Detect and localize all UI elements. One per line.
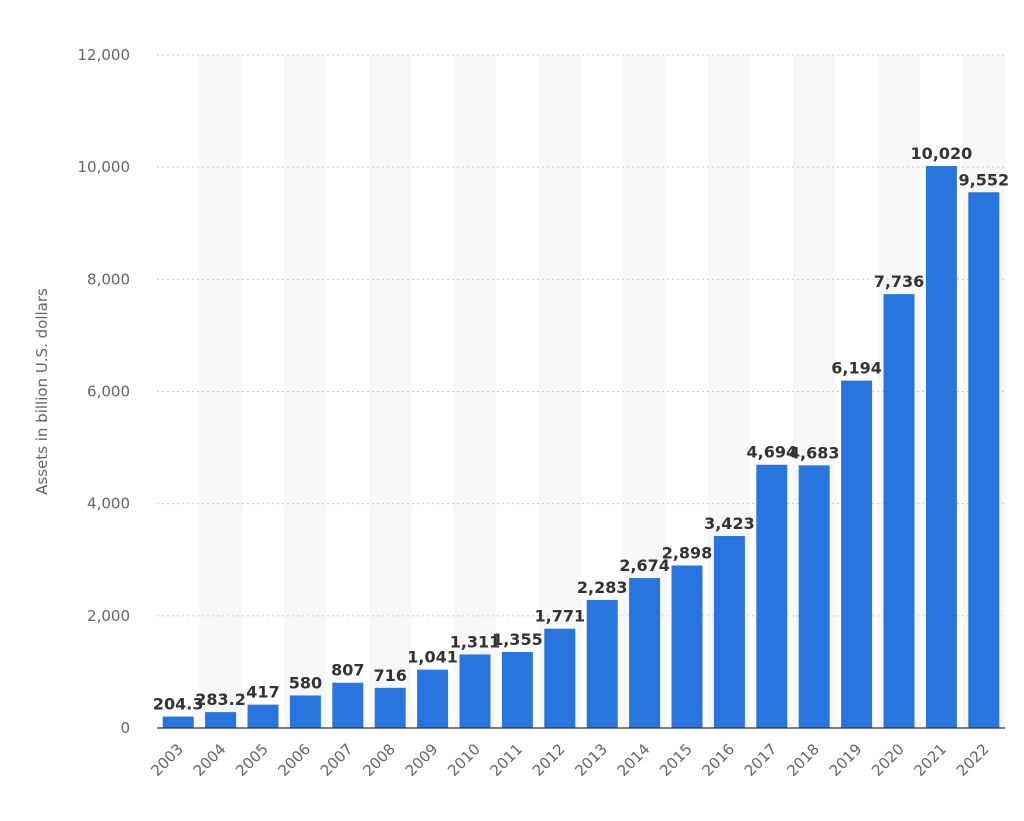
data-label: 1,771	[534, 607, 585, 626]
data-label: 9,552	[958, 170, 1009, 189]
bar-2003	[162, 716, 194, 728]
data-label: 2,283	[577, 578, 628, 597]
x-tick-label: 2010	[444, 740, 484, 780]
bar-2008	[374, 687, 406, 728]
data-label: 1,355	[492, 630, 543, 649]
bar-2005	[247, 704, 279, 728]
bar-2006	[289, 695, 321, 728]
bar-2011	[501, 652, 533, 728]
x-tick-label: 2012	[529, 740, 569, 780]
data-label: 417	[246, 683, 279, 702]
x-axis-tick-labels: 2003 2004 2005 2006 2007 2008 2009 2010 2011 2012…	[147, 740, 992, 780]
x-tick-label: 2019	[826, 740, 866, 780]
bar-2013	[586, 599, 618, 728]
x-tick-label: 2022	[953, 740, 993, 780]
data-label: 10,020	[911, 144, 973, 163]
x-tick-label: 2011	[486, 740, 526, 780]
y-tick-label: 0	[120, 719, 130, 737]
bar-2009	[417, 669, 449, 728]
data-label: 6,194	[831, 359, 882, 378]
y-tick-label: 12,000	[78, 46, 131, 64]
column-band	[284, 55, 327, 728]
data-label: 1,311	[450, 632, 501, 651]
bar-2018	[798, 465, 830, 728]
data-label: 2,674	[619, 556, 670, 575]
bar-2007	[332, 682, 364, 728]
x-tick-label: 2018	[783, 740, 823, 780]
x-tick-label: 2015	[656, 740, 696, 780]
x-tick-label: 2008	[359, 740, 399, 780]
x-tick-label: 2021	[910, 740, 950, 780]
bar-2016	[713, 536, 745, 728]
data-label: 3,423	[704, 514, 755, 533]
y-tick-label: 2,000	[87, 607, 130, 625]
y-tick-label: 10,000	[78, 158, 131, 176]
bar-2015	[671, 565, 703, 728]
bar-2021	[925, 166, 957, 729]
bar-2022	[968, 192, 1000, 729]
data-label: 204.3	[153, 695, 204, 714]
bar-2020	[883, 294, 915, 728]
data-label: 1,041	[407, 648, 458, 667]
data-label: 4,683	[789, 443, 840, 462]
data-label: 283.2	[195, 690, 246, 709]
data-label: 4,694	[746, 443, 797, 462]
x-tick-label: 2016	[698, 740, 738, 780]
bar-2012	[544, 628, 576, 728]
bar-2014	[629, 578, 661, 728]
bars	[162, 166, 1000, 729]
column-band	[199, 55, 242, 728]
bar-2017	[756, 464, 788, 728]
data-label: 580	[289, 673, 322, 692]
x-tick-label: 2009	[402, 740, 442, 780]
y-axis-label: Assets in billion U.S. dollars	[33, 288, 51, 495]
data-label: 2,898	[662, 543, 713, 562]
x-tick-label: 2007	[317, 740, 357, 780]
data-label: 716	[373, 666, 406, 685]
x-tick-label: 2020	[868, 740, 908, 780]
y-tick-label: 8,000	[87, 270, 130, 288]
x-tick-label: 2004	[190, 740, 230, 780]
column-band	[453, 55, 497, 728]
bar-2004	[205, 712, 237, 728]
x-tick-label: 2006	[274, 740, 314, 780]
y-tick-label: 6,000	[87, 383, 130, 401]
y-tick-label: 4,000	[87, 495, 130, 513]
data-label: 7,736	[874, 272, 925, 291]
x-tick-label: 2017	[741, 740, 781, 780]
x-tick-label: 2003	[147, 740, 187, 780]
bar-2010	[459, 654, 491, 728]
x-tick-label: 2013	[571, 740, 611, 780]
column-band	[538, 55, 581, 728]
column-band	[369, 55, 412, 728]
x-tick-label: 2005	[232, 740, 272, 780]
y-axis-tick-labels: 0 2,000 4,000 6,000 8,000 10,000 12,000	[78, 46, 131, 737]
data-label: 807	[331, 661, 364, 680]
bar-2019	[841, 380, 873, 728]
x-tick-label: 2014	[614, 740, 654, 780]
